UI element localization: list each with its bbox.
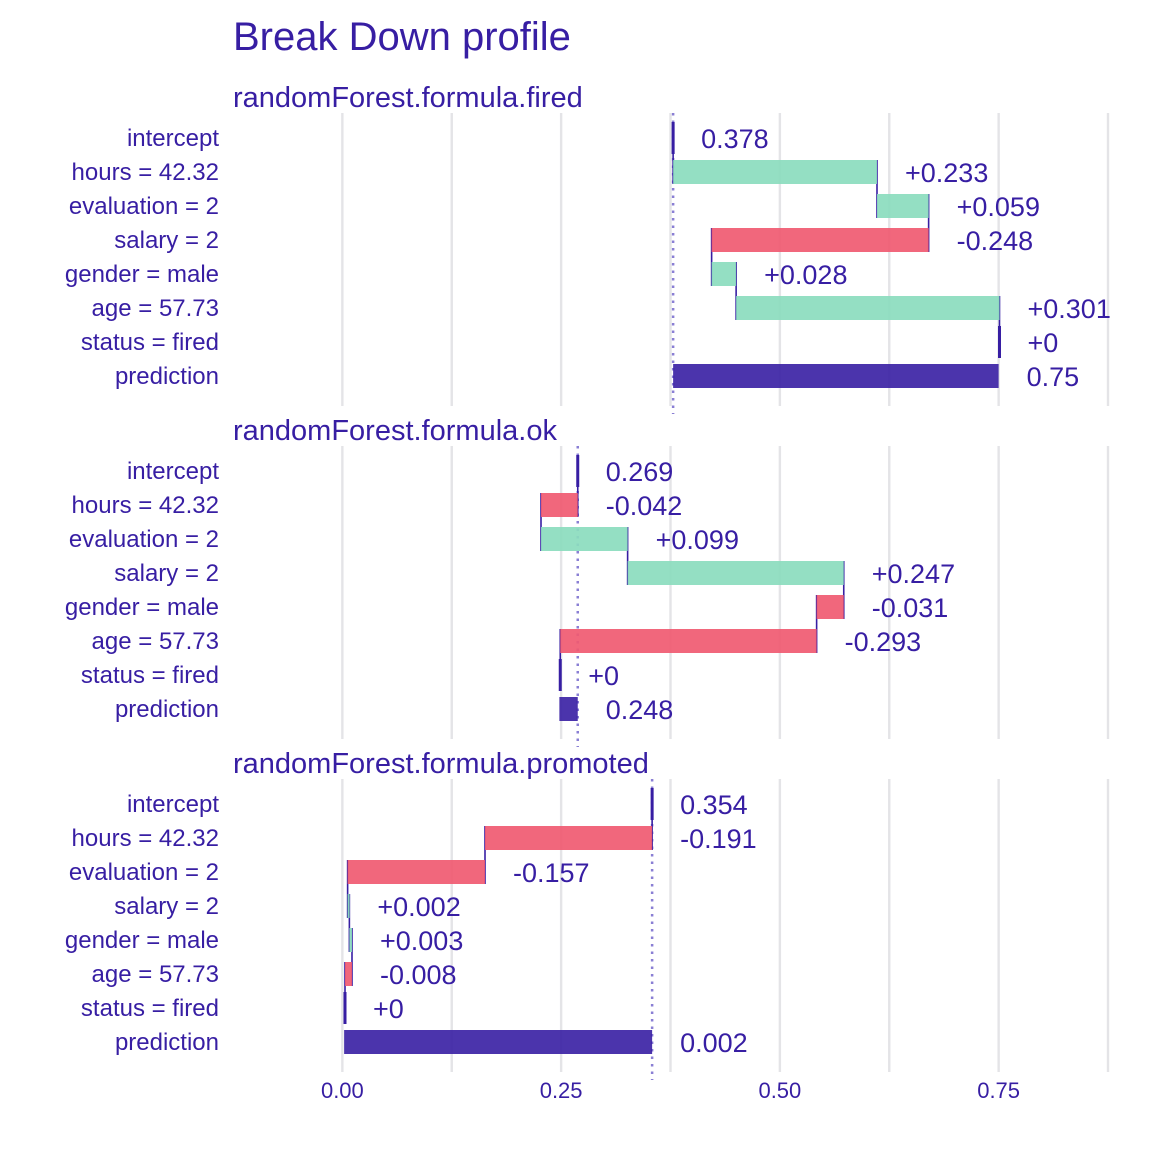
panel-1: randomForest.formula.ok intercept 0.269 hou… (65, 415, 1110, 747)
variable-label: age = 57.73 (92, 295, 219, 322)
prediction-bar (344, 1030, 653, 1054)
variable-label: gender = male (65, 594, 219, 621)
variable-label: intercept (127, 458, 219, 485)
x-tick-label: 0.50 (758, 1078, 801, 1103)
panel-gridlines (341, 113, 1110, 406)
value-label: +0.028 (764, 260, 847, 290)
variable-label: status = fired (81, 995, 219, 1022)
value-label: 0.002 (680, 1028, 748, 1058)
variable-label: prediction (115, 696, 219, 723)
value-label: 0.269 (606, 457, 674, 487)
negative-contribution-bar (816, 595, 844, 619)
value-label: +0.233 (905, 158, 988, 188)
value-label: -0.157 (513, 858, 590, 888)
variable-label: gender = male (65, 927, 219, 954)
value-label: -0.042 (606, 491, 683, 521)
panel-0: randomForest.formula.fired intercept 0.378… (65, 82, 1111, 414)
prediction-bar (673, 364, 999, 388)
variable-label: evaluation = 2 (69, 526, 219, 553)
positive-contribution-bar (627, 561, 844, 585)
panel-title: randomForest.formula.promoted (233, 748, 649, 780)
variable-label: gender = male (65, 261, 219, 288)
variable-label: salary = 2 (114, 893, 219, 920)
variable-label: prediction (115, 363, 219, 390)
negative-contribution-bar (560, 629, 817, 653)
variable-label: salary = 2 (114, 560, 219, 587)
negative-contribution-bar (711, 228, 929, 252)
negative-contribution-bar (345, 962, 352, 986)
prediction-bar (559, 697, 578, 721)
panel-gridlines (341, 446, 1110, 739)
positive-contribution-bar (349, 928, 352, 952)
positive-contribution-bar (541, 527, 628, 551)
variable-label: status = fired (81, 329, 219, 356)
value-label: 0.354 (680, 790, 748, 820)
value-label: +0 (588, 661, 619, 691)
value-label: +0.002 (377, 892, 460, 922)
panel-2: randomForest.formula.promoted intercept 0.… (65, 748, 1110, 1080)
panels-group: randomForest.formula.fired intercept 0.378… (65, 82, 1111, 1080)
variable-label: prediction (115, 1029, 219, 1056)
negative-contribution-bar (485, 826, 653, 850)
value-label: +0 (373, 994, 404, 1024)
value-label: +0.247 (872, 559, 955, 589)
negative-contribution-bar (347, 860, 485, 884)
variable-label: age = 57.73 (92, 961, 219, 988)
variable-label: evaluation = 2 (69, 193, 219, 220)
chart-title: Break Down profile (233, 15, 571, 59)
positive-contribution-bar (347, 894, 350, 918)
x-tick-label: 0.25 (540, 1078, 583, 1103)
value-label: +0 (1028, 328, 1059, 358)
value-label: -0.031 (872, 593, 949, 623)
value-label: -0.008 (380, 960, 457, 990)
x-tick-label: 0.75 (977, 1078, 1020, 1103)
variable-label: salary = 2 (114, 227, 219, 254)
value-label: +0.099 (656, 525, 739, 555)
positive-contribution-bar (673, 160, 877, 184)
variable-label: hours = 42.32 (72, 159, 219, 186)
x-axis: 0.00 0.25 0.50 0.75 (321, 1078, 1020, 1103)
value-label: -0.248 (957, 226, 1034, 256)
positive-contribution-bar (711, 262, 737, 286)
value-label: 0.378 (701, 124, 769, 154)
value-label: +0.301 (1028, 294, 1111, 324)
value-label: 0.75 (1027, 362, 1080, 392)
variable-label: evaluation = 2 (69, 859, 219, 886)
variable-label: intercept (127, 125, 219, 152)
variable-label: age = 57.73 (92, 628, 219, 655)
value-label: -0.191 (680, 824, 757, 854)
variable-label: status = fired (81, 662, 219, 689)
variable-label: hours = 42.32 (72, 492, 219, 519)
value-label: 0.248 (606, 695, 674, 725)
panel-title: randomForest.formula.fired (233, 82, 583, 114)
variable-label: hours = 42.32 (72, 825, 219, 852)
value-label: +0.059 (957, 192, 1040, 222)
variable-label: intercept (127, 791, 219, 818)
value-label: +0.003 (380, 926, 463, 956)
positive-contribution-bar (736, 296, 1000, 320)
value-label: -0.293 (845, 627, 922, 657)
positive-contribution-bar (877, 194, 929, 218)
negative-contribution-bar (541, 493, 578, 517)
panel-title: randomForest.formula.ok (233, 415, 557, 447)
x-tick-label: 0.00 (321, 1078, 364, 1103)
